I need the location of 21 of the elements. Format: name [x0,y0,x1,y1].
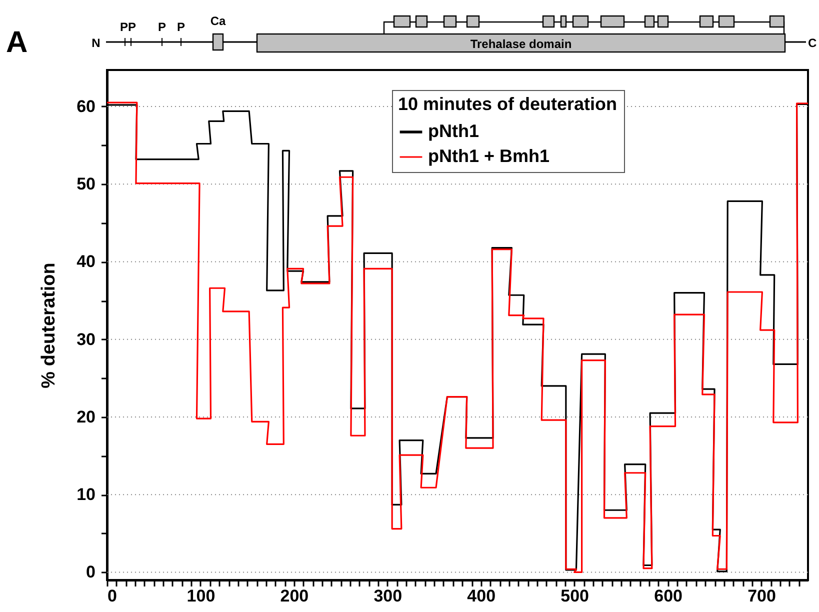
y-axis-title: % deuteration [38,262,60,388]
y-tick-label: 20 [76,407,96,426]
y-tick-label: 0 [86,562,96,582]
y-tick-label: 10 [76,485,96,504]
x-tick-label: 0 [108,586,117,606]
legend-title: 10 minutes of deuteration [398,94,618,114]
protein-domain-diagram: N PP P P Ca Trehalase domain C [92,14,817,53]
x-tick-label: 400 [467,586,496,606]
text: A [6,26,28,59]
x-tick-label: 300 [374,586,402,606]
y-tick-label: 40 [76,252,96,272]
legend-label: pNth1 + Bmh1 [428,146,550,166]
legend-label: pNth1 [428,121,479,141]
x-tick-label: 500 [560,586,590,606]
y-tick-label: 60 [76,96,96,116]
y-tick-label: 50 [76,174,96,194]
x-tick-label: 200 [280,586,309,606]
x-tick-label: 600 [654,586,682,606]
y-tick-label: 30 [76,330,96,349]
x-tick-label: 700 [748,586,776,606]
x-tick-label: 100 [186,586,216,606]
